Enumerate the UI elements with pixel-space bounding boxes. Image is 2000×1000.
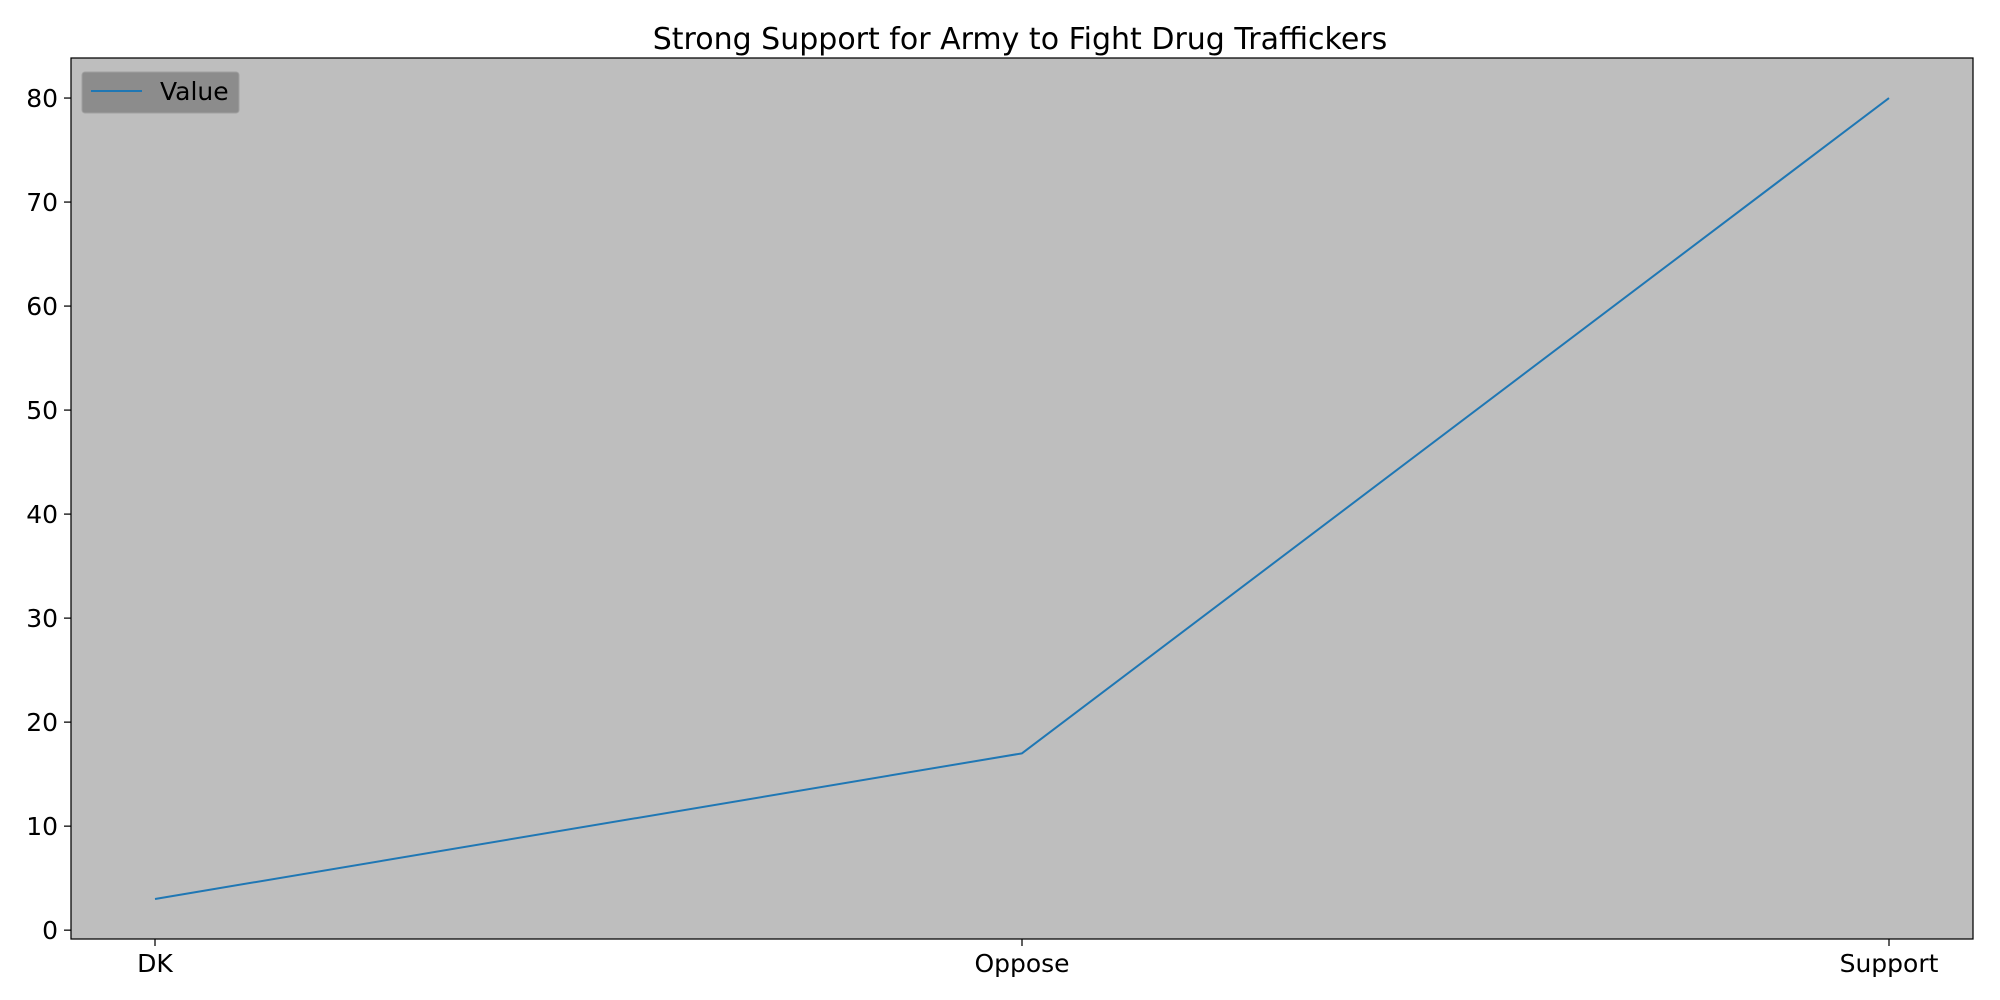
legend: Value: [81, 71, 240, 114]
legend-box: [81, 71, 240, 114]
y-tick-label: 10: [26, 812, 58, 841]
series-layer: [154, 97, 1890, 900]
y-tick-label: 80: [26, 84, 58, 113]
y-tick-label: 20: [26, 708, 58, 737]
y-tick-label: 40: [26, 500, 58, 529]
y-tick-label: 70: [26, 188, 58, 217]
legend-label-value: Value: [160, 77, 229, 106]
plot-area: [71, 58, 1973, 939]
y-tick-label: 0: [42, 916, 58, 945]
y-tick-label: 60: [26, 292, 58, 321]
y-tick-label: 50: [26, 396, 58, 425]
y-tick-label: 30: [26, 604, 58, 633]
x-tick-label-oppose: Oppose: [974, 949, 1069, 978]
chart-title: Strong Support for Army to Fight Drug Tr…: [653, 22, 1388, 57]
y-axis: 0 10 20 30 40 50 60 70 80: [26, 84, 71, 945]
x-tick-label-dk: DK: [137, 949, 173, 978]
x-tick-label-support: Support: [1840, 949, 1939, 978]
x-axis: DK Oppose Support: [137, 939, 1939, 978]
series-line-value: [154, 97, 1890, 900]
